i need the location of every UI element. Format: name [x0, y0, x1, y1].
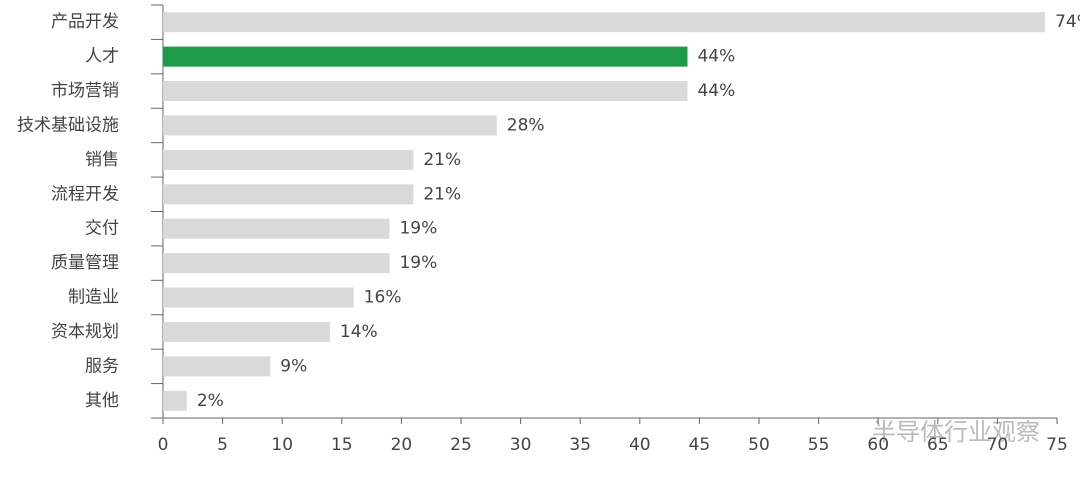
x-tick-label: 70	[987, 435, 1009, 455]
value-label: 14%	[340, 322, 378, 342]
value-label: 9%	[280, 356, 307, 376]
bar	[163, 46, 688, 67]
x-tick-label: 45	[689, 435, 711, 455]
bar	[163, 218, 390, 239]
x-tick-label: 25	[450, 435, 472, 455]
x-tick-label: 60	[867, 435, 889, 455]
bar	[163, 253, 390, 274]
x-tick-label: 0	[158, 435, 169, 455]
bar	[163, 12, 1046, 33]
value-label: 44%	[697, 47, 735, 67]
x-tick-label: 55	[808, 435, 830, 455]
y-tick-label: 质量管理	[51, 253, 119, 273]
bar	[163, 356, 271, 377]
x-tick-label: 10	[271, 435, 293, 455]
x-tick-label: 15	[331, 435, 353, 455]
bar	[163, 390, 187, 411]
value-label: 44%	[697, 81, 735, 101]
value-label: 28%	[507, 115, 545, 135]
bar	[163, 149, 414, 170]
y-tick-label: 流程开发	[51, 184, 119, 204]
y-tick-label: 销售	[85, 150, 119, 170]
value-label: 2%	[197, 391, 224, 411]
y-tick-label: 其他	[85, 391, 119, 411]
x-tick-label: 65	[927, 435, 949, 455]
x-tick-label: 35	[569, 435, 591, 455]
x-tick-label: 20	[391, 435, 413, 455]
value-label: 16%	[364, 288, 402, 308]
bar	[163, 321, 330, 342]
x-tick-label: 75	[1046, 435, 1068, 455]
value-label: 19%	[399, 253, 437, 273]
x-tick-label: 40	[629, 435, 651, 455]
value-label: 21%	[423, 184, 461, 204]
watermark: 半导体行业观察	[872, 418, 1040, 446]
y-tick-label: 制造业	[68, 288, 119, 308]
value-label: 19%	[399, 219, 437, 239]
bar	[163, 81, 688, 102]
bar	[163, 115, 497, 136]
y-tick-label: 人才	[85, 47, 119, 67]
x-tick-label: 50	[748, 435, 770, 455]
y-tick-label: 产品开发	[51, 12, 119, 32]
y-tick-label: 市场营销	[51, 81, 119, 101]
y-tick-label: 资本规划	[51, 322, 119, 342]
value-label: 21%	[423, 150, 461, 170]
x-tick-label: 30	[510, 435, 532, 455]
bar	[163, 184, 414, 205]
x-tick-label: 5	[217, 435, 228, 455]
y-tick-label: 技术基础设施	[17, 115, 119, 135]
bar	[163, 287, 354, 308]
y-tick-label: 服务	[85, 356, 119, 376]
y-tick-label: 交付	[85, 219, 119, 239]
value-label: 74%	[1055, 12, 1080, 32]
